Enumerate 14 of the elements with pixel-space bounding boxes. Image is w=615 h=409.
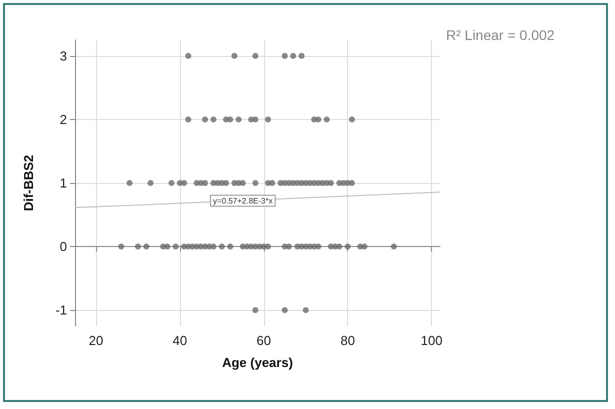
x-tick-label: 80: [340, 333, 355, 348]
y-tick-label: 0: [60, 239, 67, 254]
annotation: y=0.57+2.8E-3*x: [213, 196, 273, 206]
x-tick-label: 100: [420, 333, 442, 348]
y-tick-label: 3: [60, 48, 67, 64]
y-tick-label: 2: [60, 112, 67, 127]
y-axis-title: Dif-BBS2: [21, 154, 36, 212]
y-tick-label: -1: [55, 302, 67, 318]
y-tick-label: 1: [60, 176, 67, 190]
x-tick-label: 60: [256, 333, 272, 348]
text: R² Linear = 0.002: [446, 27, 555, 43]
x-axis-title: Age (years): [222, 355, 293, 370]
x-tick-label: 40: [172, 333, 188, 348]
x-tick-label: 20: [88, 333, 104, 348]
